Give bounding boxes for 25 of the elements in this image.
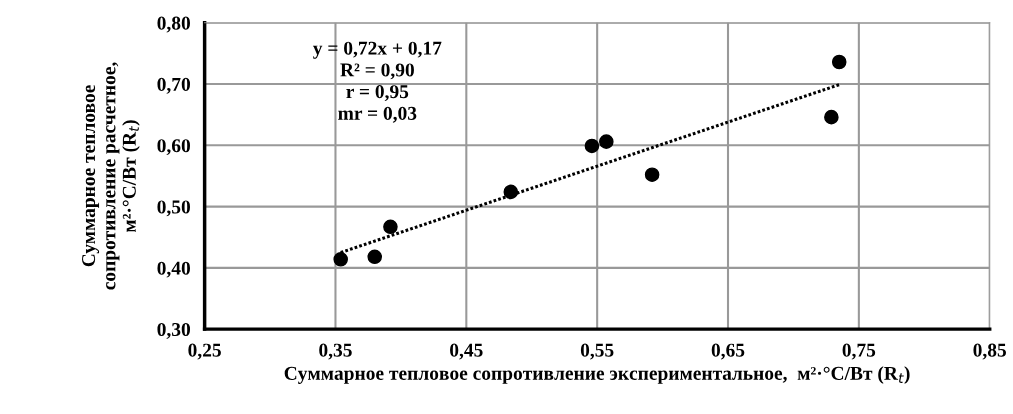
point [644, 167, 660, 183]
y-tick-label: 0,40 [157, 261, 190, 278]
point [383, 219, 398, 235]
annotation: y = 0,72x + 0,17 R² = 0,90 r = 0,95 mr = 0,03 [312, 41, 442, 123]
point [831, 54, 847, 70]
y-tick-label: 0,70 [157, 77, 190, 94]
x-axis-title: Суммарное тепловое сопротивление экспериментальное, м²·°С/Вт (R$_{t}$) [284, 366, 910, 384]
y-axis-title: Суммарное тепловое сопротивление расчетное, м²·°С/Вт (R$_{t}$) [82, 62, 140, 290]
x-tick-label: 0,75 [842, 343, 876, 360]
point [503, 184, 519, 200]
point [584, 138, 600, 154]
y-tick-label: 0,30 [157, 322, 190, 339]
y-tick-label: 0,80 [157, 16, 190, 33]
x-tick-label: 0,45 [450, 343, 483, 360]
point [824, 109, 839, 125]
x-tick-label: 0,35 [319, 343, 352, 360]
point [599, 134, 614, 149]
y-tick-label: 0,60 [157, 139, 190, 156]
x-tick-label: 0,65 [711, 343, 745, 360]
x-tick-label: 0,55 [580, 343, 614, 360]
x-tick-label: 0,85 [973, 343, 1006, 360]
x-tick-label: 0,25 [188, 343, 221, 360]
point [333, 251, 348, 267]
y-tick-label: 0,50 [157, 200, 190, 217]
point [367, 249, 383, 265]
